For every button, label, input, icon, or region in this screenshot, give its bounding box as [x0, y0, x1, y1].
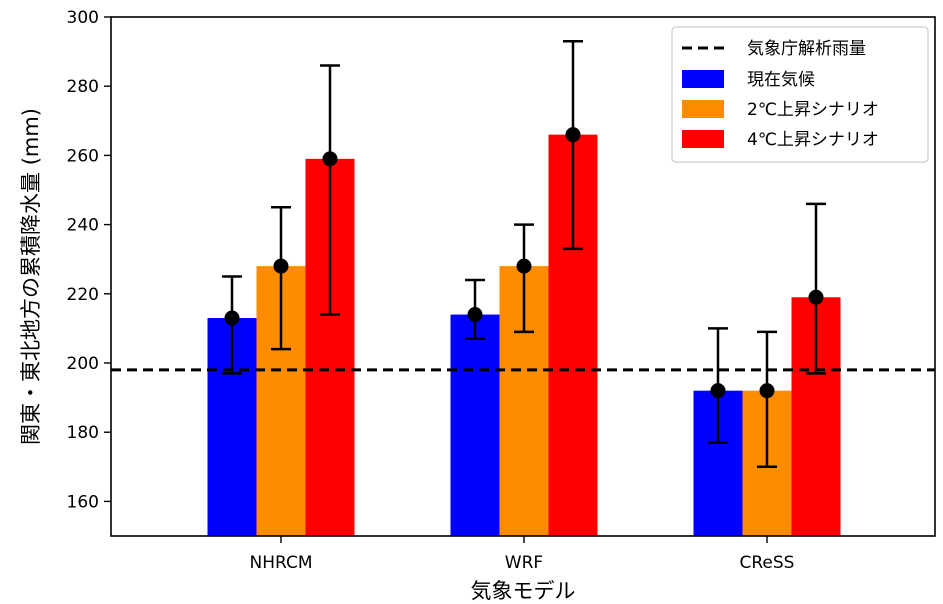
legend-swatch-series-3 [682, 130, 724, 148]
point-marker-nhrcm-series-2 [273, 258, 289, 274]
point-marker-cress-series-1 [710, 383, 726, 399]
x-tick-label-nhrcm: NHRCM [249, 553, 312, 573]
point-marker-cress-series-3 [808, 289, 824, 305]
legend-label-series-1: 現在気候 [747, 70, 815, 90]
legend-label-reference: 気象庁解析雨量 [747, 39, 866, 59]
x-tick-label-cress: CReSS [740, 553, 795, 573]
y-tick-label-300: 300 [67, 8, 99, 28]
y-tick-label-220: 220 [67, 285, 99, 305]
point-marker-wrf-series-3 [565, 127, 581, 143]
point-marker-wrf-series-2 [516, 258, 532, 274]
legend-box [671, 26, 929, 163]
point-marker-nhrcm-series-1 [224, 310, 240, 326]
y-tick-label-260: 260 [67, 146, 99, 166]
x-tick-label-wrf: WRF [505, 553, 543, 573]
legend-label-series-3: 4℃上昇シナリオ [747, 130, 879, 150]
axes-layer: 160 180 200 220 240 260 280 300 NHRCM WRF CReSS [67, 8, 936, 573]
bars-layer [207, 134, 841, 537]
y-tick-label-200: 200 [67, 354, 99, 374]
plot-frame [110, 16, 936, 537]
point-marker-cress-series-2 [759, 383, 775, 399]
x-axis-title: 気象モデル [471, 579, 576, 603]
y-tick-label-280: 280 [67, 77, 99, 97]
legend-swatch-series-2 [682, 100, 724, 118]
y-tick-label-240: 240 [67, 216, 99, 236]
bar-wrf-series-1 [450, 314, 500, 536]
legend-label-series-2: 2℃上昇シナリオ [747, 100, 879, 120]
y-tick-label-160: 160 [67, 492, 99, 512]
y-axis-title: 関東・東北地方の累積降水量 (mm) [19, 108, 43, 445]
point-marker-wrf-series-1 [467, 307, 483, 323]
legend-swatch-series-1 [682, 70, 724, 88]
point-marker-nhrcm-series-3 [322, 151, 338, 167]
error-bars-layer [222, 39, 826, 469]
y-tick-label-180: 180 [67, 423, 99, 443]
